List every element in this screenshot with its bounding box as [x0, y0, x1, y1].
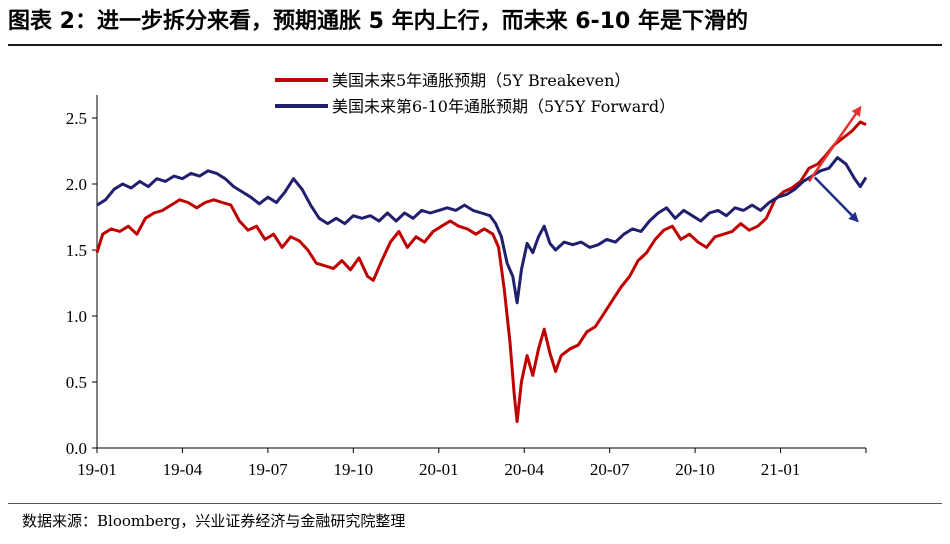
page-title: 图表 2：进一步拆分来看，预期通胀 5 年内上行，而未来 6-10 年是下滑的	[8, 9, 748, 34]
source-divider	[8, 503, 942, 504]
series-line-2	[96, 156, 868, 305]
series-layer	[95, 120, 868, 424]
y-tick-label: 1.5	[66, 241, 87, 260]
x-axis: 19-01 19-04 19-07 19-10 20-01 20-04 20-07 20-10…	[77, 447, 867, 479]
y-axis: 0.0 0.5 1.0 1.5 2.0 2.5	[66, 95, 98, 458]
y-tick-label: 0.5	[66, 373, 87, 392]
x-tick-label: 20-01	[419, 460, 459, 479]
annotation-arrow-1	[808, 105, 862, 183]
legend-label-2: 美国未来第6-10年通胀预期（5Y5Y Forward）	[332, 97, 675, 116]
x-tick-label: 21-01	[761, 460, 801, 479]
legend: 美国未来5年通胀预期（5Y Breakeven） 美国未来第6-10年通胀预期（5…	[275, 71, 675, 116]
x-tick-label: 19-04	[163, 460, 203, 479]
x-tick-label: 19-01	[77, 460, 117, 479]
chart: 美国未来5年通胀预期（5Y Breakeven） 美国未来第6-10年通胀预期（5…	[66, 71, 868, 479]
x-tick-label: 20-04	[504, 460, 544, 479]
x-tick-label: 20-07	[590, 460, 630, 479]
title-divider	[8, 44, 942, 46]
source-note: 数据来源：Bloomberg，兴业证券经济与金融研究院整理	[22, 512, 406, 530]
annotation-arrow-2	[813, 176, 859, 223]
y-tick-label: 1.0	[66, 307, 87, 326]
y-tick-label: 0.0	[66, 439, 87, 458]
series-line-1	[95, 120, 867, 424]
x-tick-label: 19-07	[248, 460, 288, 479]
y-tick-label: 2.0	[66, 175, 87, 194]
y-tick-label: 2.5	[66, 109, 87, 128]
annotation-layer	[808, 105, 862, 223]
x-tick-label: 20-10	[675, 460, 715, 479]
x-tick-label: 19-10	[333, 460, 373, 479]
legend-label-1: 美国未来5年通胀预期（5Y Breakeven）	[332, 71, 630, 90]
